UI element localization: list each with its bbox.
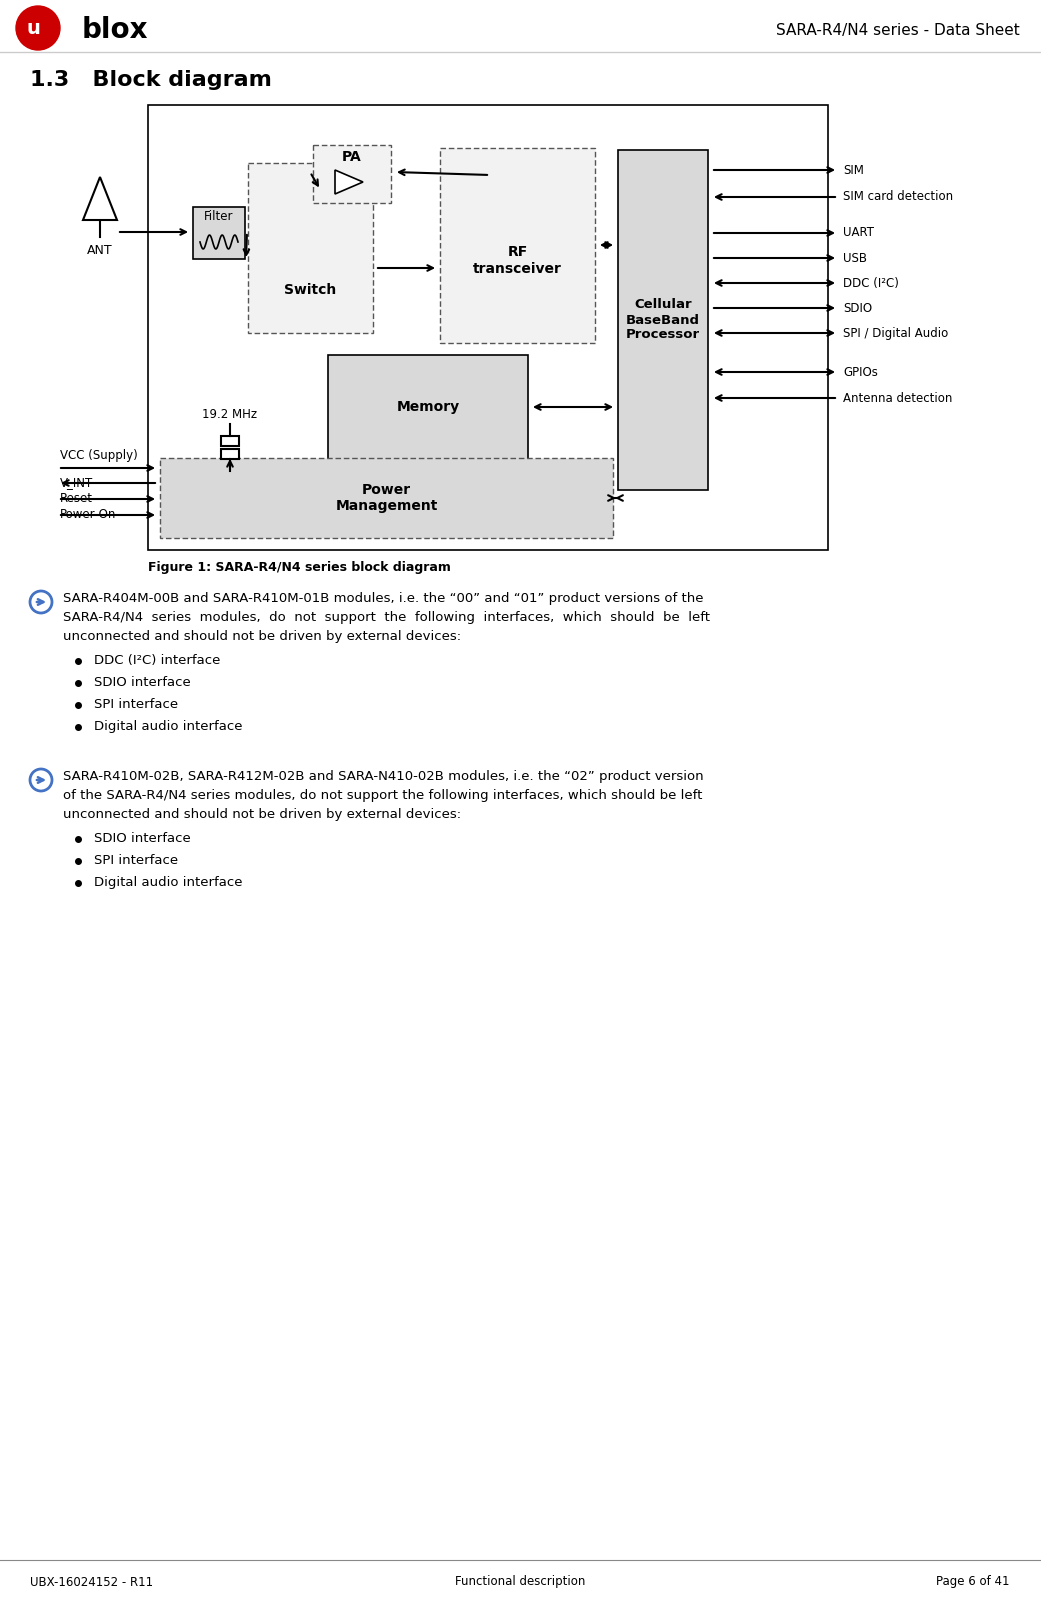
Text: u: u xyxy=(26,19,40,37)
Polygon shape xyxy=(83,176,117,220)
Text: SARA-R4/N4  series  modules,  do  not  support  the  following  interfaces,  whi: SARA-R4/N4 series modules, do not suppor… xyxy=(64,611,710,624)
Text: Power-On: Power-On xyxy=(60,508,117,521)
Text: unconnected and should not be driven by external devices:: unconnected and should not be driven by … xyxy=(64,630,461,643)
Text: DDC (I²C) interface: DDC (I²C) interface xyxy=(94,654,221,667)
FancyBboxPatch shape xyxy=(193,207,245,260)
Text: Figure 1: SARA-R4/N4 series block diagram: Figure 1: SARA-R4/N4 series block diagra… xyxy=(148,561,451,574)
Text: SARA-R4/N4 series - Data Sheet: SARA-R4/N4 series - Data Sheet xyxy=(777,22,1020,37)
Text: UART: UART xyxy=(843,226,874,239)
Text: SARA-R410M-02B, SARA-R412M-02B and SARA-N410-02B modules, i.e. the “02” product : SARA-R410M-02B, SARA-R412M-02B and SARA-… xyxy=(64,769,704,782)
FancyBboxPatch shape xyxy=(148,106,828,550)
FancyBboxPatch shape xyxy=(248,164,373,333)
Text: 19.2 MHz: 19.2 MHz xyxy=(202,407,257,420)
Text: RF
transceiver: RF transceiver xyxy=(473,245,562,276)
Text: VCC (Supply): VCC (Supply) xyxy=(60,449,137,462)
Text: UBX-16024152 - R11: UBX-16024152 - R11 xyxy=(30,1576,153,1589)
Text: Digital audio interface: Digital audio interface xyxy=(94,720,243,733)
Text: SDIO: SDIO xyxy=(843,301,872,314)
Text: Antenna detection: Antenna detection xyxy=(843,391,953,404)
Text: SPI interface: SPI interface xyxy=(94,854,178,867)
Text: GPIOs: GPIOs xyxy=(843,365,878,378)
Text: ANT: ANT xyxy=(87,245,112,258)
Text: Functional description: Functional description xyxy=(455,1576,585,1589)
FancyBboxPatch shape xyxy=(221,436,239,446)
FancyBboxPatch shape xyxy=(618,151,708,491)
Text: DDC (I²C): DDC (I²C) xyxy=(843,276,898,290)
Text: SPI interface: SPI interface xyxy=(94,697,178,712)
Text: Digital audio interface: Digital audio interface xyxy=(94,875,243,890)
FancyBboxPatch shape xyxy=(440,147,595,343)
Text: SPI / Digital Audio: SPI / Digital Audio xyxy=(843,327,948,340)
Text: SIM: SIM xyxy=(843,164,864,176)
FancyBboxPatch shape xyxy=(328,354,528,460)
Text: Reset: Reset xyxy=(60,492,93,505)
Text: PA: PA xyxy=(342,151,362,164)
Text: Cellular
BaseBand
Processor: Cellular BaseBand Processor xyxy=(626,298,700,341)
Text: Power
Management: Power Management xyxy=(335,483,437,513)
Text: unconnected and should not be driven by external devices:: unconnected and should not be driven by … xyxy=(64,808,461,821)
Text: Page 6 of 41: Page 6 of 41 xyxy=(937,1576,1010,1589)
Text: V_INT: V_INT xyxy=(60,476,94,489)
Text: USB: USB xyxy=(843,252,867,264)
Text: Memory: Memory xyxy=(397,401,459,415)
Circle shape xyxy=(16,6,60,50)
Polygon shape xyxy=(335,170,363,194)
FancyBboxPatch shape xyxy=(313,144,391,204)
Text: blox: blox xyxy=(82,16,149,43)
Text: SDIO interface: SDIO interface xyxy=(94,676,191,689)
Text: SIM card detection: SIM card detection xyxy=(843,191,954,204)
FancyBboxPatch shape xyxy=(160,458,613,539)
Text: Filter: Filter xyxy=(204,210,234,223)
Text: 1.3   Block diagram: 1.3 Block diagram xyxy=(30,71,272,90)
Text: Switch: Switch xyxy=(284,284,336,298)
Text: SARA-R404M-00B and SARA-R410M-01B modules, i.e. the “00” and “01” product versio: SARA-R404M-00B and SARA-R410M-01B module… xyxy=(64,592,704,604)
Text: SDIO interface: SDIO interface xyxy=(94,832,191,845)
Text: of the SARA-R4/N4 series modules, do not support the following interfaces, which: of the SARA-R4/N4 series modules, do not… xyxy=(64,789,703,802)
FancyBboxPatch shape xyxy=(221,449,239,458)
